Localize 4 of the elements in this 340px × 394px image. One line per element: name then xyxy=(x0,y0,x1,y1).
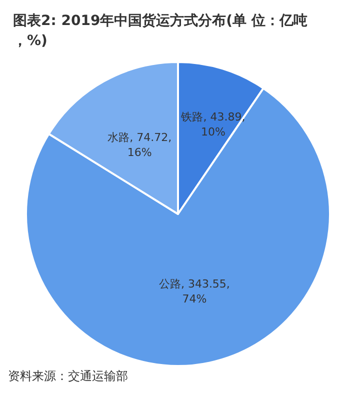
slice-label: 水路, 74.72, 16% xyxy=(108,130,172,159)
chart-title: 图表2: 2019年中国货运方式分布(单 位：亿吨，%) xyxy=(13,12,308,49)
text: 资料来源：交通运输部 xyxy=(8,369,128,383)
slice-label: 公路, 343.55, 74% xyxy=(158,277,230,306)
